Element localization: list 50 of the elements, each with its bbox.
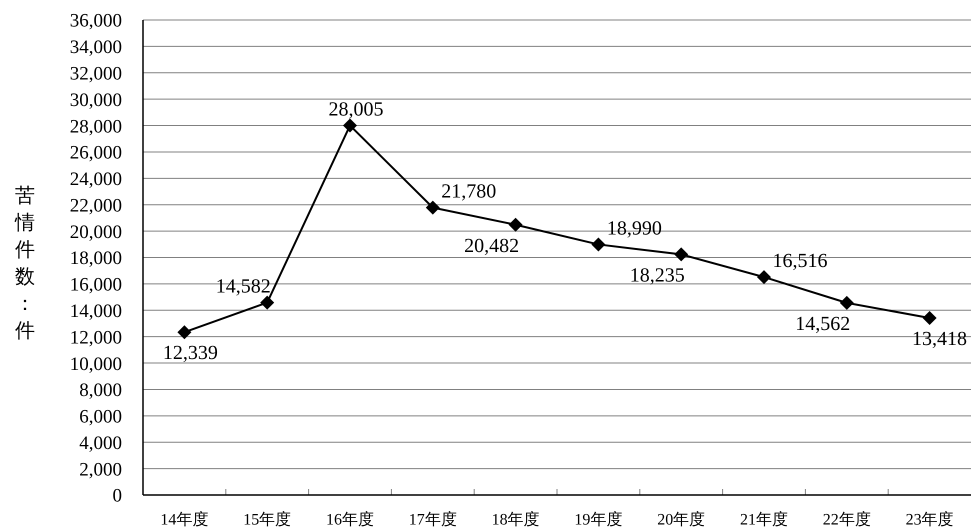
y-tick-label: 32,000 bbox=[70, 64, 122, 85]
point bbox=[508, 218, 523, 232]
data-label: 16,516 bbox=[772, 250, 828, 272]
data-label: 14,582 bbox=[216, 276, 271, 298]
x-tick-label: 17年度 bbox=[408, 510, 457, 528]
y-tick-label: 10,000 bbox=[70, 354, 122, 375]
y-tick-label: 18,000 bbox=[70, 248, 122, 270]
data-label: 20,482 bbox=[464, 234, 520, 257]
data-label: 12,339 bbox=[162, 342, 218, 364]
point bbox=[591, 237, 606, 252]
data-label: 21,780 bbox=[441, 180, 496, 203]
data-label: 28,005 bbox=[328, 98, 384, 120]
y-tick-label: 16,000 bbox=[70, 274, 122, 296]
y-tick-label: 28,000 bbox=[70, 116, 122, 138]
y-axis-title: 苦情件数：件 bbox=[14, 184, 36, 344]
data-label: 18,235 bbox=[630, 264, 685, 286]
y-tick-label: 8,000 bbox=[79, 380, 122, 402]
y-tick-label: 34,000 bbox=[70, 37, 122, 58]
y-tick-label: 14,000 bbox=[70, 301, 122, 322]
data-label: 18,990 bbox=[606, 217, 662, 240]
data-label: 13,418 bbox=[912, 328, 967, 350]
point bbox=[426, 200, 440, 215]
x-tick-label: 18年度 bbox=[492, 510, 540, 528]
y-tick-label: 36,000 bbox=[70, 10, 122, 32]
y-tick-label: 6,000 bbox=[79, 406, 122, 428]
point bbox=[922, 310, 937, 325]
point bbox=[674, 247, 688, 262]
y-tick-label: 2,000 bbox=[79, 459, 122, 480]
point bbox=[757, 270, 771, 284]
data-label: 14,562 bbox=[795, 312, 850, 335]
y-tick-label: 12,000 bbox=[70, 327, 122, 348]
y-tick-label: 4,000 bbox=[79, 432, 122, 454]
point bbox=[343, 118, 357, 132]
y-tick-label: 24,000 bbox=[70, 169, 122, 190]
y-tick-label: 30,000 bbox=[70, 90, 122, 111]
x-tick-label: 19年度 bbox=[574, 510, 622, 528]
y-tick-label: 26,000 bbox=[70, 142, 122, 164]
y-tick-label: 22,000 bbox=[70, 195, 122, 216]
x-tick-label: 22年度 bbox=[822, 510, 871, 528]
x-tick-label: 16年度 bbox=[326, 510, 374, 528]
point bbox=[177, 325, 192, 340]
y-tick-label: 20,000 bbox=[70, 222, 122, 243]
x-tick-label: 14年度 bbox=[160, 510, 208, 528]
point bbox=[260, 296, 274, 310]
x-tick-label: 15年度 bbox=[243, 510, 292, 528]
y-tick-label: 0 bbox=[112, 486, 122, 507]
point bbox=[840, 296, 854, 310]
x-tick-label: 23年度 bbox=[906, 510, 954, 528]
x-tick-label: 20年度 bbox=[657, 510, 706, 528]
x-tick-label: 21年度 bbox=[740, 510, 788, 528]
